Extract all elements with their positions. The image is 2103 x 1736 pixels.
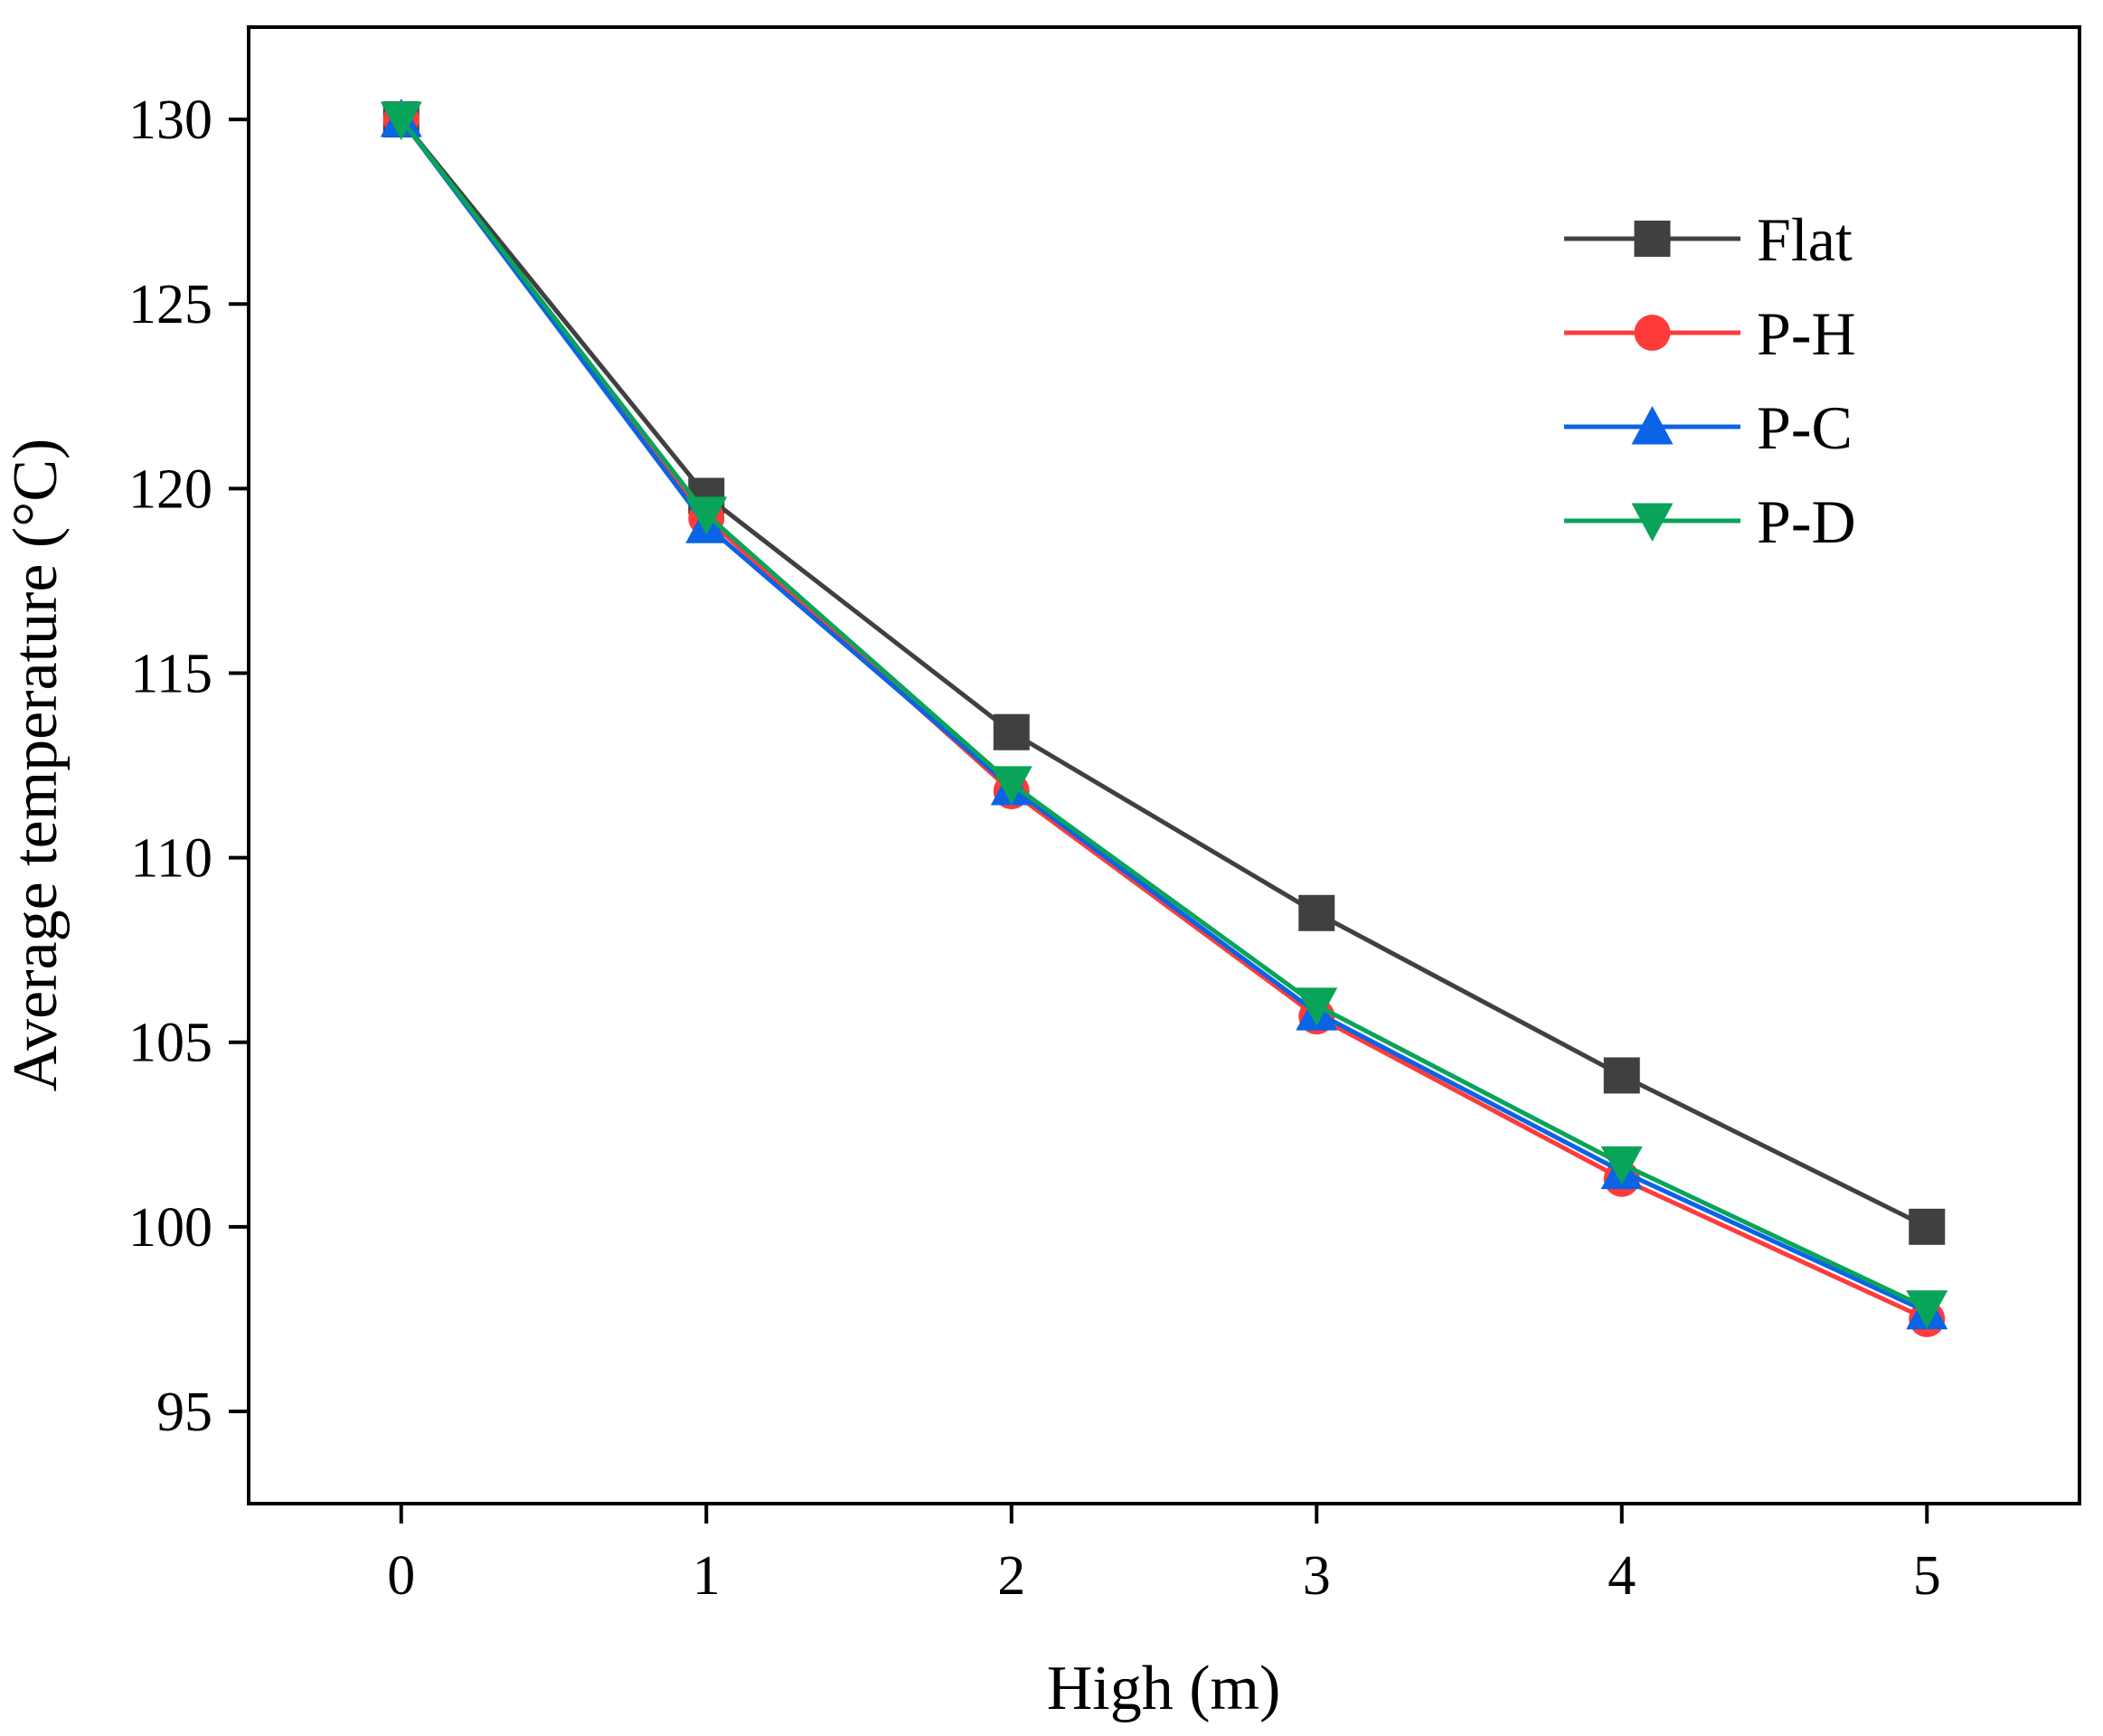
data-point-flat: [993, 713, 1030, 750]
data-point-flat: [1909, 1208, 1946, 1245]
legend-label-p-d: P-D: [1757, 487, 1856, 556]
data-point-p-d: [685, 496, 728, 535]
series-line-p-h: [399, 118, 1929, 1322]
legend-label-p-h: P-H: [1757, 299, 1856, 368]
y-tick-label: 110: [130, 828, 212, 890]
legend-marker-p-h: [1634, 315, 1671, 351]
legend-marker-flat: [1634, 221, 1671, 257]
y-tick-label: 125: [128, 274, 212, 335]
data-point-p-d: [1296, 987, 1338, 1026]
x-tick-label: 0: [387, 1545, 415, 1607]
y-tick-label: 130: [128, 90, 212, 151]
y-axis-label: Average temperature (°C): [1, 439, 71, 1091]
data-point-p-d: [1906, 1290, 1948, 1329]
legend-label-p-c: P-C: [1757, 393, 1853, 462]
data-point-p-d: [990, 766, 1033, 805]
x-tick-label: 2: [997, 1545, 1025, 1607]
legend-label-flat: Flat: [1757, 205, 1853, 274]
x-axis-label: High (m): [1047, 1654, 1281, 1723]
data-point-p-d: [1600, 1146, 1643, 1185]
legend-marker-p-c: [1631, 406, 1674, 445]
y-tick-label: 100: [128, 1197, 212, 1259]
legend: Flat P-H P-C P-D: [1564, 205, 1856, 556]
plot-frame: [247, 25, 2081, 1505]
data-point-flat: [1603, 1057, 1640, 1094]
x-axis-ticks: 0 1 2 3 4 5: [387, 1504, 1941, 1607]
data-point-p-d: [380, 101, 422, 141]
y-tick-label: 105: [128, 1013, 212, 1074]
data-point-flat: [1298, 894, 1335, 931]
series-line-flat: [399, 118, 1929, 1230]
y-axis-ticks: 95 100 105 110 115 120 125 130: [128, 90, 249, 1443]
x-tick-label: 3: [1303, 1545, 1331, 1607]
series-layer: [380, 99, 1948, 1337]
y-tick-label: 115: [130, 643, 212, 704]
x-tick-label: 5: [1913, 1545, 1941, 1607]
x-tick-label: 4: [1608, 1545, 1636, 1607]
legend-marker-p-d: [1631, 503, 1674, 542]
series-line-p-d: [399, 118, 1929, 1310]
y-tick-label: 95: [156, 1382, 212, 1443]
series-line-p-c: [399, 118, 1929, 1314]
x-tick-label: 1: [693, 1545, 721, 1607]
y-tick-label: 120: [128, 458, 212, 520]
